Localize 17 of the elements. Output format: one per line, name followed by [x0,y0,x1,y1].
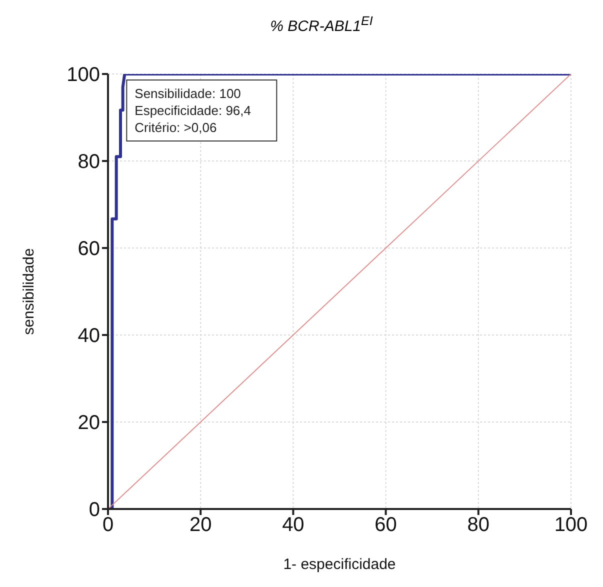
y-tick-label: 80 [78,151,100,174]
chart-title: % BCR-ABL1$^{EI}$ [269,13,374,37]
y-tick-label: 60 [78,238,100,260]
annotation: Sensibilidade: 100 Especificidade: 96,4 Critério: >0,06 [134,86,252,135]
x-tick-label: 100 [554,514,588,536]
y-tick-label: 20 [78,412,100,434]
x-tick-label: 60 [374,514,397,536]
y-tick-label: 0 [88,499,100,522]
x-tick-label: 40 [282,514,304,536]
x-tick-label: 80 [467,514,490,536]
x-tick-label: 0 [102,514,114,536]
y-axis-title: sensibilidade [20,248,38,335]
x-axis-title: 1- especificidade [283,556,396,573]
note-box: Sensibilidade: 100 Especificidade: 96,4 Critério: >0,06 [126,80,278,142]
y-tick-label: 40 [78,325,100,348]
x-tick-label: 20 [189,514,212,536]
y-tick-label: 100 [66,64,100,86]
